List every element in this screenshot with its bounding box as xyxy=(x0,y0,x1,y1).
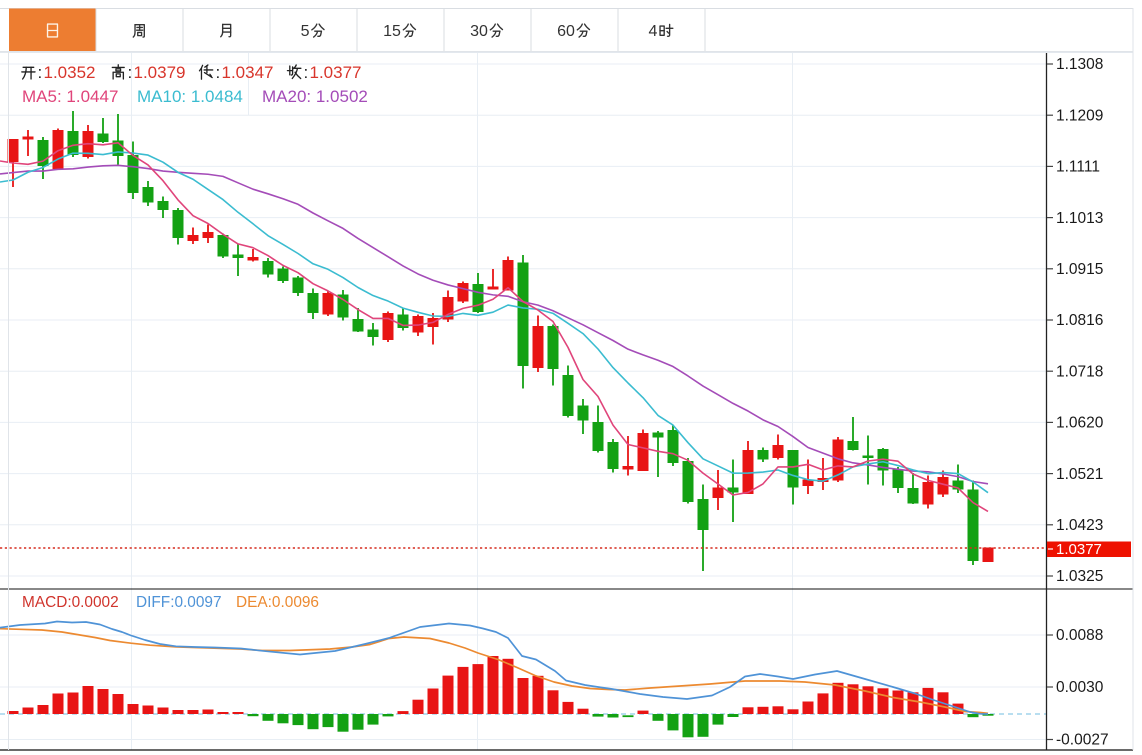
svg-text:1.0377: 1.0377 xyxy=(1056,541,1102,558)
svg-text:-0.0027: -0.0027 xyxy=(1056,732,1109,749)
svg-text:1.0521: 1.0521 xyxy=(1056,466,1103,483)
svg-text:0.0088: 0.0088 xyxy=(1056,627,1103,644)
svg-text::: : xyxy=(304,63,309,82)
svg-text:MA10: 1.0484: MA10: 1.0484 xyxy=(137,87,243,106)
svg-text:1.1209: 1.1209 xyxy=(1056,107,1103,124)
svg-text:MACD:0.0002: MACD:0.0002 xyxy=(22,594,119,611)
svg-text:1.0718: 1.0718 xyxy=(1056,363,1103,380)
svg-text:1.1308: 1.1308 xyxy=(1056,56,1103,73)
svg-text:MA5: 1.0447: MA5: 1.0447 xyxy=(22,87,118,106)
svg-text:1.0325: 1.0325 xyxy=(1056,568,1103,585)
svg-text:1.0816: 1.0816 xyxy=(1056,312,1103,329)
svg-text:1.0423: 1.0423 xyxy=(1056,517,1103,534)
svg-text:0.0030: 0.0030 xyxy=(1056,679,1104,696)
svg-text:1.0352: 1.0352 xyxy=(44,63,96,82)
svg-text:4: 4 xyxy=(649,23,658,40)
svg-text::: : xyxy=(38,63,43,82)
svg-text::: : xyxy=(216,63,221,82)
svg-text:60: 60 xyxy=(557,23,575,40)
svg-text:DEA:0.0096: DEA:0.0096 xyxy=(236,594,319,611)
svg-text:1.1013: 1.1013 xyxy=(1056,210,1103,227)
svg-text:MA20: 1.0502: MA20: 1.0502 xyxy=(262,87,368,106)
svg-text:DIFF:0.0097: DIFF:0.0097 xyxy=(136,594,222,611)
svg-text:1.0377: 1.0377 xyxy=(310,63,362,82)
svg-text::: : xyxy=(128,63,133,82)
svg-text:1.0915: 1.0915 xyxy=(1056,261,1103,278)
svg-text:5: 5 xyxy=(301,23,310,40)
svg-text:30: 30 xyxy=(470,23,488,40)
svg-text:15: 15 xyxy=(383,23,401,40)
svg-text:1.0379: 1.0379 xyxy=(134,63,186,82)
svg-text:1.0347: 1.0347 xyxy=(222,63,274,82)
svg-text:1.1111: 1.1111 xyxy=(1056,159,1100,176)
svg-text:1.0620: 1.0620 xyxy=(1056,415,1104,432)
